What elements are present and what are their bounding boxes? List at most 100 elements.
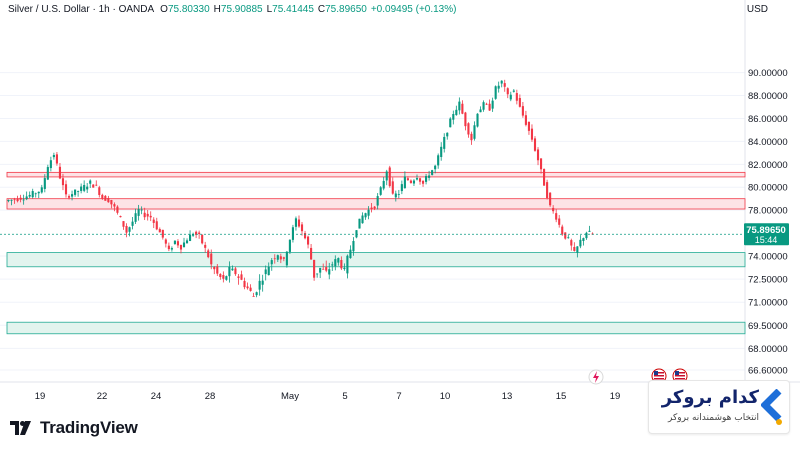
candle-body [104, 195, 107, 201]
candle-body [428, 175, 431, 178]
candle-body [328, 269, 331, 275]
candle-body [125, 225, 128, 233]
candle-body [98, 187, 101, 195]
price-badge-countdown: 15:44 [755, 235, 778, 245]
x-tick-label: May [281, 391, 299, 402]
candle-body [261, 280, 264, 285]
candle-body [449, 118, 452, 128]
candle-body [337, 258, 340, 263]
candle-body [288, 239, 291, 252]
candle-body [543, 169, 546, 186]
candle-body [182, 242, 186, 248]
resistance-zone[interactable] [6, 171, 746, 178]
candle-body [116, 206, 119, 213]
candle-body [376, 196, 379, 206]
change-value: +0.09495 (+0.13%) [370, 4, 457, 15]
candle-body [273, 258, 276, 260]
candle-body [228, 266, 231, 277]
tradingview-logo-text: TradingView [40, 418, 138, 437]
candle-body [86, 186, 89, 190]
candle-body [561, 226, 564, 235]
event-icons[interactable] [588, 368, 688, 385]
candle-body [515, 93, 518, 101]
candle-body [558, 218, 561, 225]
y-tick-label: 69.50000 [748, 321, 788, 332]
support-zone[interactable] [6, 321, 746, 335]
candle-body [440, 146, 443, 158]
candle-body [379, 187, 382, 195]
candle-body [349, 249, 352, 259]
candle-body [567, 237, 570, 239]
y-tick-label: 80.00000 [748, 183, 788, 194]
candle-body [524, 115, 527, 125]
candle-body [95, 184, 98, 186]
candle-body [192, 234, 195, 236]
candle-body [297, 219, 301, 227]
candle-body [74, 189, 77, 195]
candle-body [128, 227, 131, 232]
candle-body [92, 184, 95, 188]
candle-body [579, 239, 582, 247]
candle-body [497, 85, 500, 89]
tradingview-logo[interactable]: TradingView [10, 418, 138, 438]
candle-body [34, 193, 37, 195]
candle-body [331, 264, 334, 266]
candle-body [509, 94, 512, 100]
candle-body [403, 176, 406, 189]
candle-body [164, 239, 167, 244]
candle-body [143, 212, 146, 218]
resistance-zone[interactable] [6, 198, 746, 210]
support-zone[interactable] [6, 252, 746, 268]
candle-body [52, 155, 55, 158]
candle-body [570, 240, 573, 246]
candle-body [222, 275, 225, 279]
candle-body [573, 246, 576, 251]
x-tick-label: 7 [396, 391, 401, 402]
low-label: L [266, 4, 273, 15]
candle-body [80, 186, 83, 191]
candle-body [204, 244, 207, 248]
candle-body [506, 88, 509, 95]
candle-body [185, 240, 189, 244]
candle-body [31, 191, 34, 198]
candle-body [43, 178, 46, 189]
candle-body [173, 240, 176, 245]
candle-body [464, 112, 467, 127]
candle-body [500, 80, 503, 84]
x-tick-label: 28 [205, 391, 216, 402]
currency-label[interactable]: USD [746, 4, 768, 15]
candle-body [446, 132, 449, 137]
candle-body [285, 251, 288, 266]
candle-body [434, 165, 437, 170]
candle-body [385, 171, 388, 181]
candle-body [316, 273, 319, 275]
candle-body [134, 213, 137, 222]
candle-body [546, 182, 549, 198]
candle-body [313, 259, 316, 278]
open-value: 75.80330 [167, 4, 210, 15]
candle-body [189, 234, 192, 241]
y-tick-label: 86.00000 [748, 114, 788, 125]
candle-body [406, 178, 409, 181]
symbol-title[interactable]: Silver / U.S. Dollar · 1h · OANDA [8, 4, 155, 15]
candle-body [582, 238, 585, 241]
candle-body [137, 208, 140, 216]
candle-body [412, 180, 416, 184]
candle-body [110, 199, 113, 205]
candle-body [585, 232, 588, 239]
candle-body [458, 101, 461, 111]
high-label: H [213, 4, 221, 15]
candle-body [207, 250, 210, 258]
candle-body [533, 138, 537, 151]
candle-body [40, 187, 43, 193]
candle-body [13, 199, 16, 201]
broker-watermark: کدام بروکر انتخاب هوشمندانه بروکر [648, 380, 790, 434]
candle-body [473, 125, 476, 139]
candle-body [179, 244, 183, 250]
candle-body [518, 98, 521, 107]
candle-body [234, 268, 237, 275]
candle-body [479, 109, 482, 113]
candle-body [539, 158, 543, 170]
